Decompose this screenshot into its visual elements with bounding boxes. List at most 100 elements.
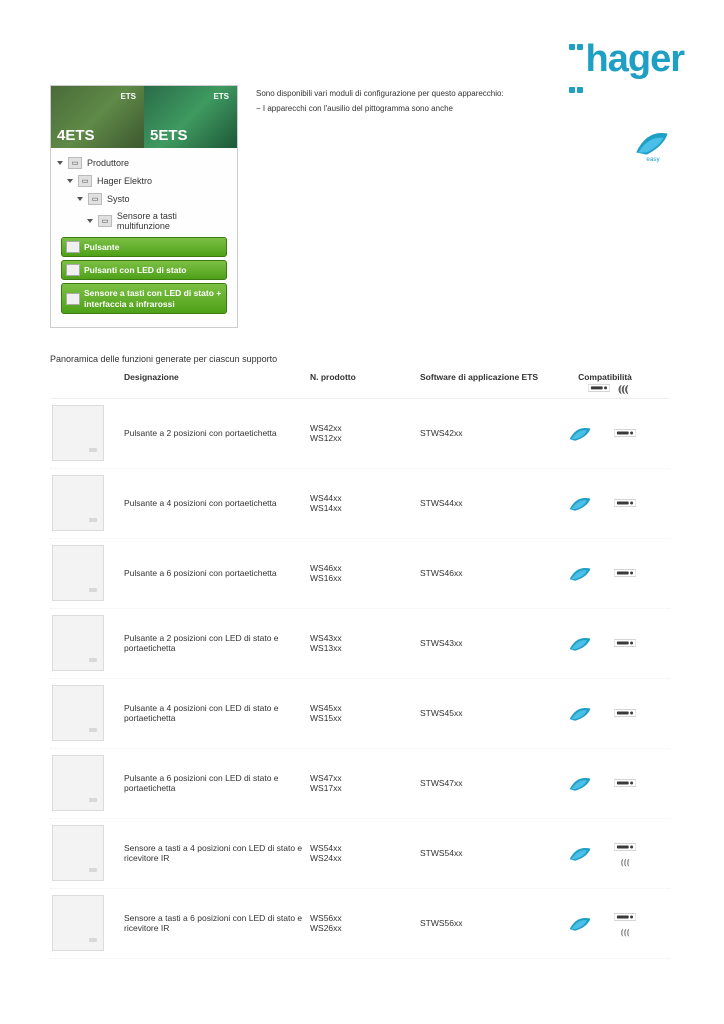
easylink-compat-icon: ⦅⦅⦅ [608,839,642,868]
product-designation: Pulsante a 4 posizioni con LED di stato … [120,703,310,724]
product-thumb [52,405,104,461]
product-software: STWS42xx [420,428,540,439]
table-row: Pulsante a 4 posizioni con LED di stato … [50,679,670,749]
intro-text-block: Sono disponibili vari moduli di configur… [256,85,674,328]
product-thumb [52,545,104,601]
easylink-compat-icon [608,775,642,791]
product-table: Designazione N. prodotto Software di app… [50,372,670,959]
ets4-small-label: ETS [120,92,136,101]
wireless-compat-icon: ⦅⦅⦅ [621,927,630,938]
product-thumb-cell [50,893,120,953]
product-refs: WS45xxWS15xx [310,703,420,724]
easytool-compat-icon [568,843,594,863]
compat-cell [540,773,670,793]
btn-label: Pulsante [84,242,119,252]
chevron-down-icon [67,179,73,183]
product-software: STWS56xx [420,918,540,929]
product-refs: WS43xxWS13xx [310,633,420,654]
product-icon: ▭ [98,215,112,227]
table-row: Pulsante a 6 posizioni con portaetichett… [50,539,670,609]
product-thumb-cell [50,613,120,673]
easylink-compat-icon [608,425,642,441]
easytool-compat-icon [568,563,594,583]
folder-icon: ▭ [68,157,82,169]
range-icon: ▭ [88,193,102,205]
product-designation: Sensore a tasti a 6 posizioni con LED di… [120,913,310,934]
ets4-label: 4ETS [57,127,95,144]
compat-cell: ⦅⦅⦅ [540,909,670,938]
compat-cell [540,703,670,723]
easylink-compat-icon [608,635,642,651]
catalog-button-sensor-ir[interactable]: Sensore a tasti con LED di stato + inter… [61,283,227,313]
product-software: STWS54xx [420,848,540,859]
table-row: Pulsante a 2 posizioni con portaetichett… [50,399,670,469]
product-refs: WS44xxWS14xx [310,493,420,514]
product-refs: WS56xxWS26xx [310,913,420,934]
col-product-ref: N. prodotto [310,372,420,398]
compat-cell [540,423,670,443]
table-header: Designazione N. prodotto Software di app… [50,372,670,399]
product-refs: WS42xxWS12xx [310,423,420,444]
catalog-button-pulsante[interactable]: Pulsante [61,237,227,257]
col-software: Software di applicazione ETS [420,372,540,398]
col-compat-label: Compatibilità [578,372,632,382]
device-icon [66,241,80,253]
tree-item-sensor[interactable]: ▭ Sensore a tasti multifunzione [85,208,233,234]
product-thumb [52,685,104,741]
logo-dots-icon [568,18,584,104]
btn-label: Sensore a tasti con LED di stato + inter… [84,288,221,308]
compat-cell [540,493,670,513]
product-thumb-cell [50,753,120,813]
device-icon [66,293,80,305]
easytool-compat-icon [568,633,594,653]
product-software: STWS47xx [420,778,540,789]
easytool-icon: easy [632,121,674,163]
product-designation: Sensore a tasti a 4 posizioni con LED di… [120,843,310,864]
tree-item-hager[interactable]: ▭ Hager Elektro [65,172,233,190]
product-thumb-cell [50,403,120,463]
easytool-compat-icon [568,913,594,933]
tree-label: Sensore a tasti multifunzione [117,211,231,231]
catalog-button-pulsanti-led[interactable]: Pulsanti con LED di stato [61,260,227,280]
easytool-compat-icon [568,493,594,513]
tree-label: Produttore [87,158,129,168]
table-row: Pulsante a 4 posizioni con portaetichett… [50,469,670,539]
wireless-compat-icon: ⦅⦅⦅ [621,857,630,868]
easylink-compat-icon [608,495,642,511]
product-refs: WS46xxWS16xx [310,563,420,584]
table-row: Pulsante a 2 posizioni con LED di stato … [50,609,670,679]
product-designation: Pulsante a 2 posizioni con portaetichett… [120,428,310,439]
col-compat: Compatibilità ⦅⦅⦅ [540,372,670,398]
product-thumb-cell [50,823,120,883]
easylink-header-icon [588,382,610,398]
product-software: STWS45xx [420,708,540,719]
brand-name: hager [586,38,684,80]
wireless-header-icon: ⦅⦅⦅ [618,384,628,395]
tree-item-systo[interactable]: ▭ Systo [75,190,233,208]
table-row: Sensore a tasti a 4 posizioni con LED di… [50,819,670,889]
product-refs: WS54xxWS24xx [310,843,420,864]
ets-catalog-panel: ETS 4ETS ETS 5ETS ▭ Produttore ▭ Hager E… [50,85,238,328]
tree-item-produttore[interactable]: ▭ Produttore [55,154,233,172]
col-designation: Designazione [120,372,310,398]
top-section: ETS 4ETS ETS 5ETS ▭ Produttore ▭ Hager E… [50,85,674,328]
col-image [50,372,120,398]
easylink-compat-icon: ⦅⦅⦅ [608,909,642,938]
product-thumb-cell [50,543,120,603]
product-software: STWS44xx [420,498,540,509]
svg-text:easy: easy [646,155,660,162]
btn-label: Pulsanti con LED di stato [84,265,186,275]
product-software: STWS43xx [420,638,540,649]
easytool-compat-icon [568,703,594,723]
ets-header: ETS 4ETS ETS 5ETS [51,86,237,148]
product-software: STWS46xx [420,568,540,579]
chevron-down-icon [57,161,63,165]
ets5-badge: ETS 5ETS [144,86,237,148]
easylink-compat-icon [608,705,642,721]
product-designation: Pulsante a 6 posizioni con LED di stato … [120,773,310,794]
easylink-compat-icon [608,565,642,581]
product-designation: Pulsante a 2 posizioni con LED di stato … [120,633,310,654]
intro-line-2: − I apparecchi con l'ausilio del pittogr… [256,104,674,115]
table-row: Pulsante a 6 posizioni con LED di stato … [50,749,670,819]
device-icon [66,264,80,276]
